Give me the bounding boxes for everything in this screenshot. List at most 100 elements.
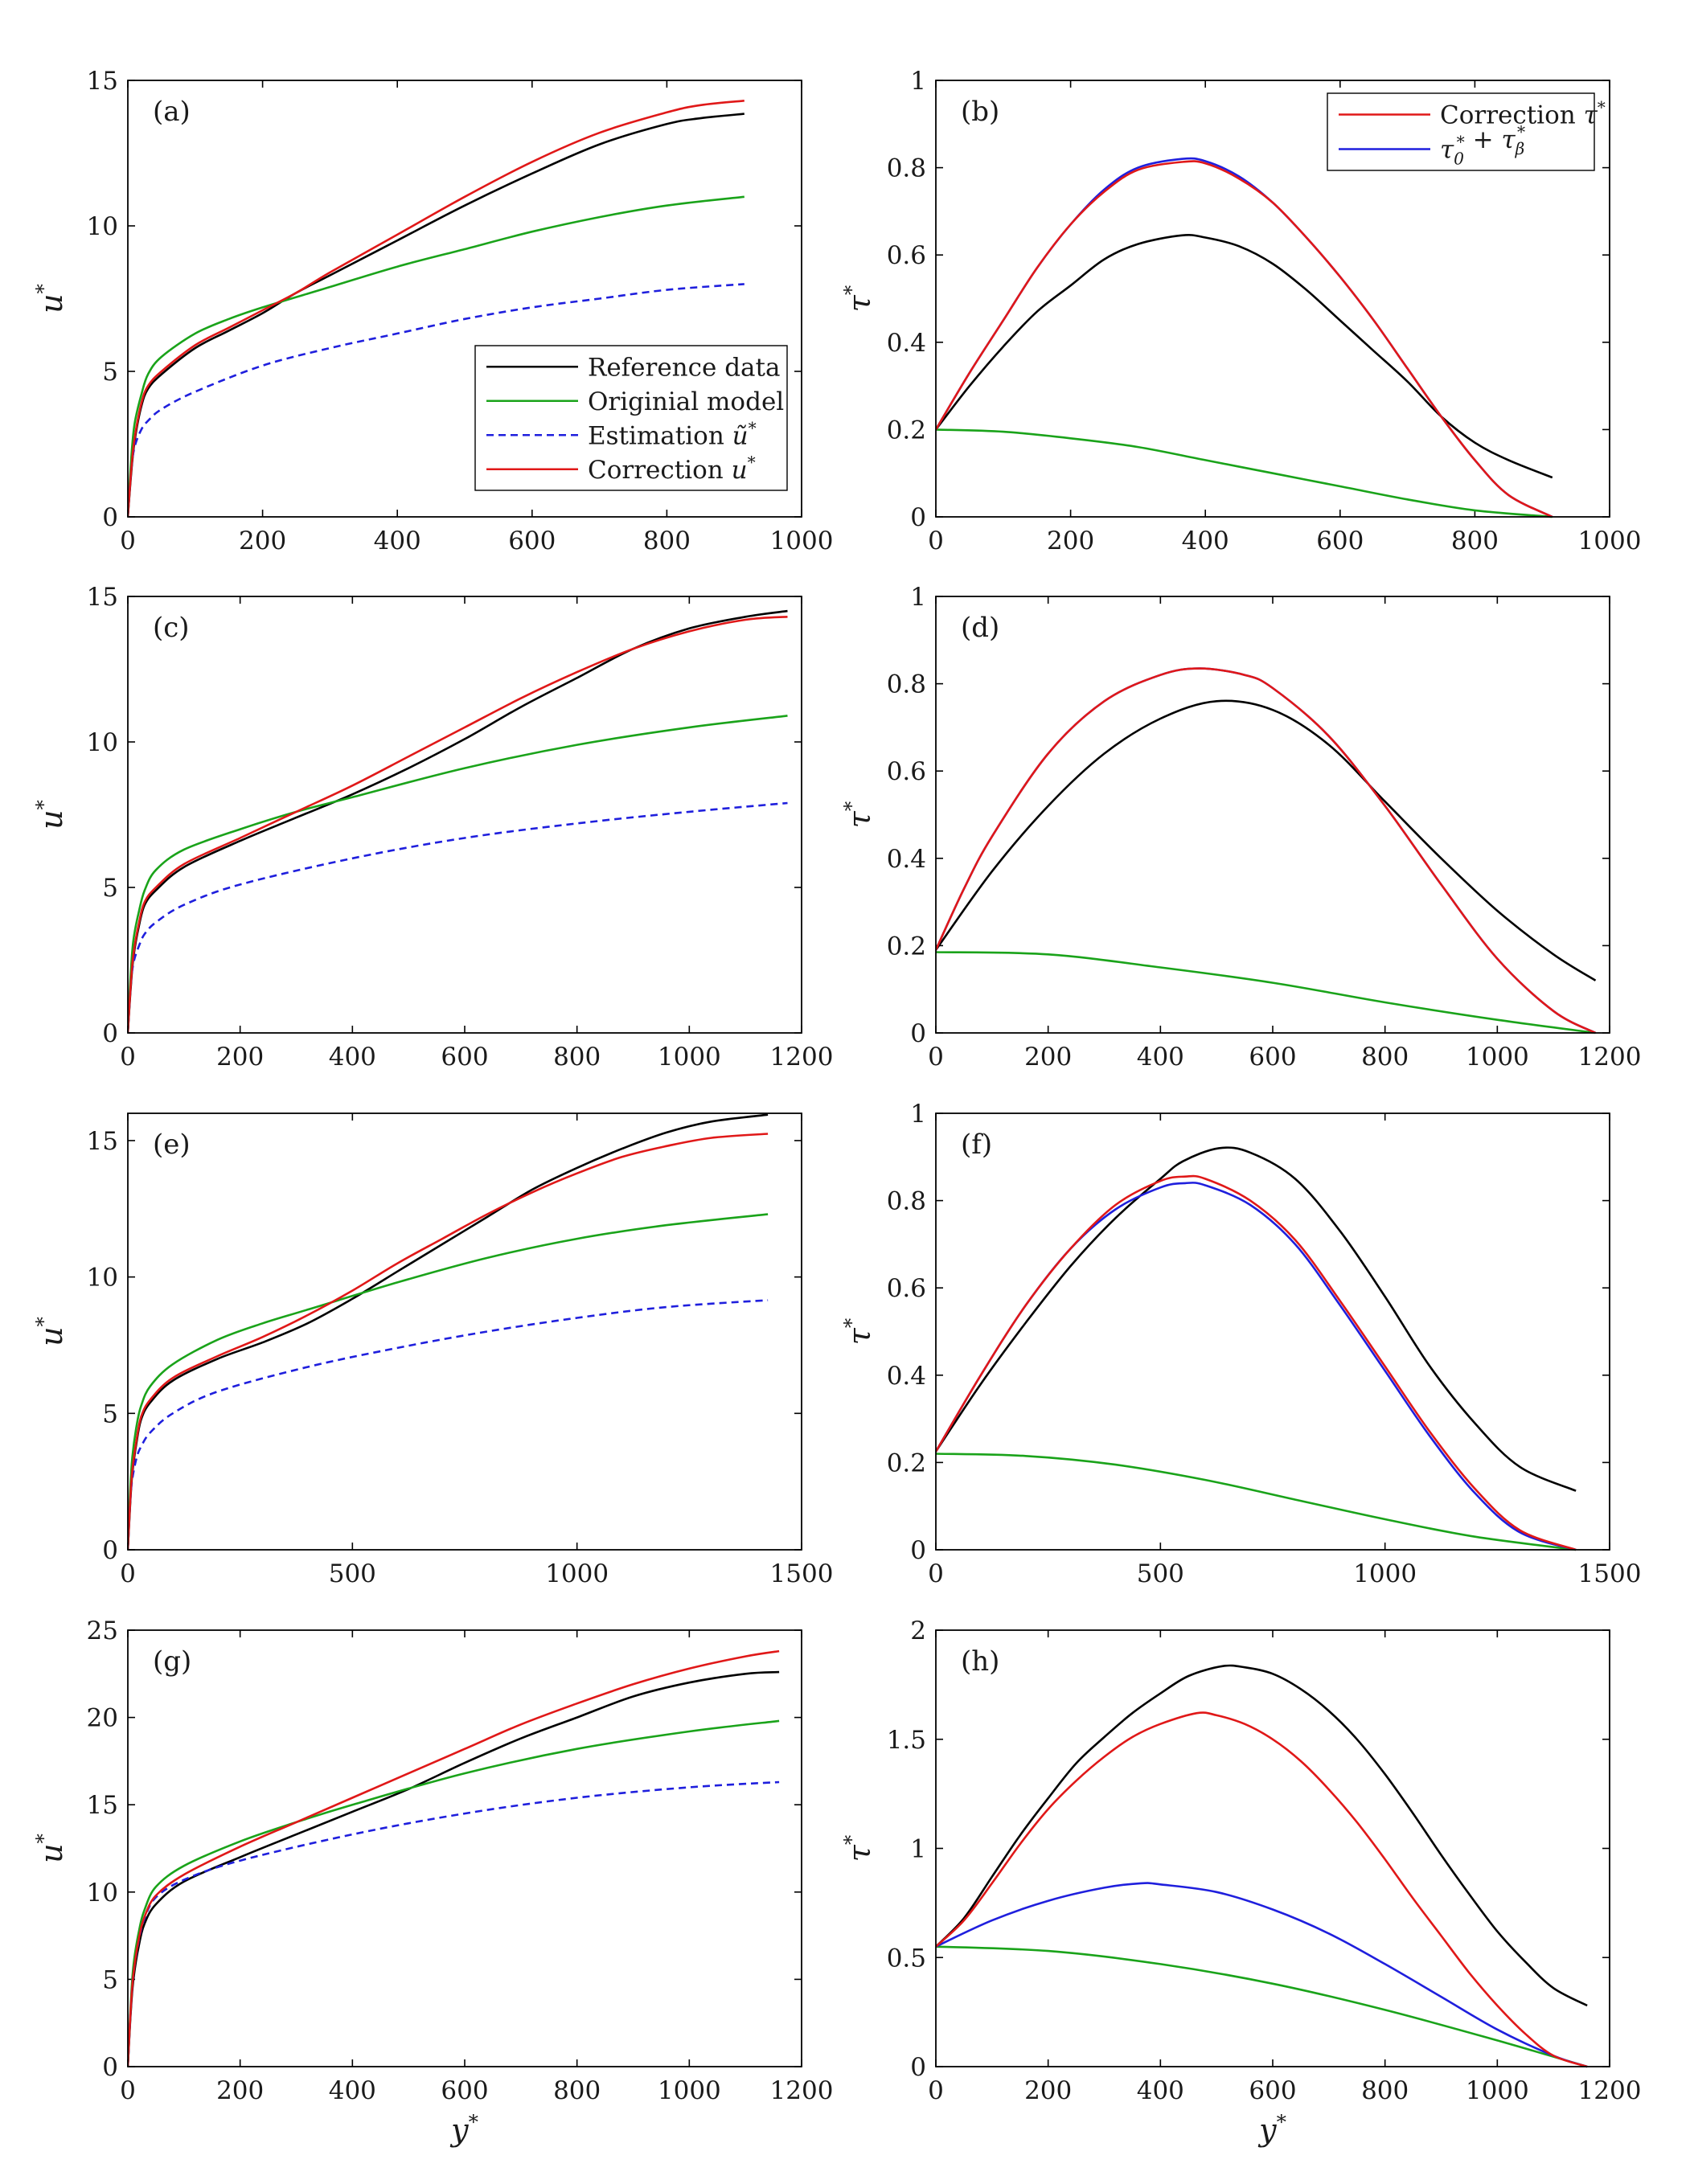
panel-b-label: (b) <box>961 96 999 128</box>
panel-b-xtick-label: 400 <box>1182 527 1229 555</box>
panel-e-label: (e) <box>153 1129 191 1161</box>
panel-b-xtick-label: 200 <box>1047 527 1094 555</box>
panel-b: 0 200 400 600 800 1000 0 0.2 0.4 0.6 0.8 1 (b) τ* Corr… <box>839 67 1642 555</box>
panel-h-xtick-label: 400 <box>1137 2076 1184 2105</box>
panel-h-xtick-label: 600 <box>1249 2076 1296 2105</box>
panel-c-xtick-label: 0 <box>120 1043 136 1072</box>
panel-g-xtick-label: 200 <box>216 2076 264 2105</box>
panel-f-ytick-label: 0.2 <box>887 1448 926 1477</box>
panel-e-line-correction-u- <box>128 1133 769 1551</box>
panel-g-ytick-label: 0 <box>102 2053 118 2082</box>
panel-a-ytick-label: 5 <box>102 358 118 387</box>
panel-f-label: (f) <box>961 1129 992 1161</box>
panel-h-xtick-label: 200 <box>1024 2076 1072 2105</box>
panel-h-ytick-label: 0.5 <box>887 1944 926 1973</box>
panel-e-xtick-label: 1500 <box>770 1559 834 1588</box>
panel-g-line-estimation- <box>128 1780 780 2067</box>
panel-a-ytick-label: 10 <box>87 212 118 241</box>
panel-d-xtick-label: 200 <box>1024 1043 1072 1072</box>
panel-c-xtick-label: 600 <box>441 1043 488 1072</box>
panel-g-line-correction-u- <box>128 1649 780 2067</box>
panel-a-xtick-label: 800 <box>643 527 691 555</box>
panel-d-line--0- <box>936 667 1597 1035</box>
panel-e-series <box>128 1113 769 1551</box>
panel-b-xtick-label: 0 <box>928 527 944 555</box>
panel-e-ylabel: u* <box>31 1317 69 1346</box>
panel-d-ytick-label: 0.8 <box>887 670 926 699</box>
panel-d-ytick-label: 0 <box>910 1019 926 1048</box>
panel-b-legend-label: τ0* + τβ* <box>1440 123 1525 169</box>
panel-h-ytick-label: 1.5 <box>887 1726 926 1755</box>
panel-g-ytick-label: 20 <box>87 1704 118 1733</box>
panel-d-ytick-label: 0.6 <box>887 757 926 786</box>
panel-a-legend-box <box>474 345 788 491</box>
panel-a-legend: Reference data Originial model Estimation … <box>474 345 788 491</box>
panel-e-line-reference-data <box>128 1113 769 1551</box>
panel-g-xtick-label: 1200 <box>770 2076 834 2105</box>
panel-e-frame <box>127 1112 802 1551</box>
panel-c-line-originial-model <box>128 715 788 1034</box>
panel-a-xtick-label: 200 <box>239 527 286 555</box>
panel-h-ytick-label: 0 <box>910 2053 926 2082</box>
panel-d-line-reference-data <box>936 699 1597 981</box>
panel-h-label: (h) <box>961 1645 999 1678</box>
panel-e: 0 500 1000 1500 0 5 10 15 (e) u* <box>31 1112 834 1588</box>
panel-f-xtick-label: 500 <box>1137 1559 1184 1588</box>
panel-e-line-originial-model <box>128 1213 769 1551</box>
panel-c-ytick-label: 15 <box>87 583 118 612</box>
panel-g-ytick-label: 25 <box>87 1616 118 1645</box>
panel-g-xtick-label: 1000 <box>658 2076 721 2105</box>
panel-h-xtick-label: 1000 <box>1466 2076 1529 2105</box>
panel-h-frame <box>935 1629 1610 2067</box>
panel-c-xtick-label: 400 <box>329 1043 376 1072</box>
panel-h-xtick-label: 800 <box>1361 2076 1409 2105</box>
panel-g-xtick-label: 0 <box>120 2076 136 2105</box>
panel-b-line--0- <box>936 157 1553 518</box>
panel-d-xtick-label: 0 <box>928 1043 944 1072</box>
panel-e-ytick-label: 0 <box>102 1536 118 1565</box>
panel-h-line--0- <box>936 1882 1588 2068</box>
panel-a-line-originial-model <box>128 195 745 518</box>
panel-c-ytick-label: 0 <box>102 1019 118 1048</box>
panel-d-xtick-label: 600 <box>1249 1043 1296 1072</box>
panel-c-xtick-label: 1200 <box>770 1043 834 1072</box>
panel-c-xtick-label: 1000 <box>658 1043 721 1072</box>
panel-g-frame <box>127 1629 802 2067</box>
panel-b-legend-box <box>1327 92 1595 171</box>
panel-g-line-reference-data <box>128 1670 780 2067</box>
panel-c-xtick-label: 800 <box>553 1043 601 1072</box>
panel-a-legend-label: Originial model <box>588 387 784 416</box>
panel-d-series <box>936 667 1597 1035</box>
panel-a-legend-label: Correction u* <box>588 453 756 484</box>
panel-c-line-correction-u- <box>128 616 788 1034</box>
panel-g-label: (g) <box>153 1645 191 1678</box>
panel-b-xtick-label: 1000 <box>1578 527 1642 555</box>
panel-f-ytick-label: 0.4 <box>887 1362 926 1391</box>
panel-d-label: (d) <box>961 612 999 644</box>
panel-f-xtick-label: 1000 <box>1353 1559 1417 1588</box>
panel-g-ytick-label: 5 <box>102 1965 118 1994</box>
panel-d-frame <box>935 596 1610 1034</box>
panel-h-xtick-label: 1200 <box>1578 2076 1642 2105</box>
panel-b-xtick-label: 800 <box>1451 527 1499 555</box>
panel-d-xtick-label: 400 <box>1137 1043 1184 1072</box>
panel-c-line-reference-data <box>128 609 788 1034</box>
panel-c-label: (c) <box>153 612 190 644</box>
panel-g: 0 200 400 600 800 1000 1200 0 5 10 15 20 25 (g) u* y* <box>31 1616 834 2148</box>
panel-a-xtick-label: 0 <box>120 527 136 555</box>
panel-e-xtick-label: 1000 <box>545 1559 609 1588</box>
panel-f: 0 500 1000 1500 0 0.2 0.4 0.6 0.8 1 (f) τ* <box>839 1100 1642 1588</box>
panel-c: 0 200 400 600 800 1000 1200 0 5 10 15 (c) u* <box>31 583 834 1072</box>
panel-f-frame <box>935 1112 1610 1551</box>
panel-h-xlabel: y* <box>1257 2110 1286 2148</box>
panel-e-xtick-label: 0 <box>120 1559 136 1588</box>
panel-d-ytick-label: 0.4 <box>887 845 926 874</box>
panel-d-xtick-label: 1200 <box>1578 1043 1642 1072</box>
panel-g-xtick-label: 800 <box>553 2076 601 2105</box>
panel-e-ytick-label: 10 <box>87 1264 118 1293</box>
panel-d-ytick-label: 0.2 <box>887 932 926 961</box>
panel-d-ytick-label: 1 <box>910 583 926 612</box>
panel-h-ylabel: τ* <box>839 1835 877 1862</box>
panel-c-line-estimation- <box>128 801 788 1034</box>
